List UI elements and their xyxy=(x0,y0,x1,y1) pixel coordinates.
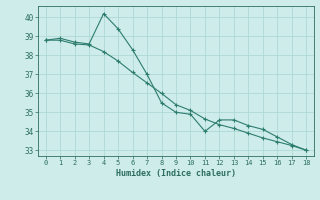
X-axis label: Humidex (Indice chaleur): Humidex (Indice chaleur) xyxy=(116,169,236,178)
